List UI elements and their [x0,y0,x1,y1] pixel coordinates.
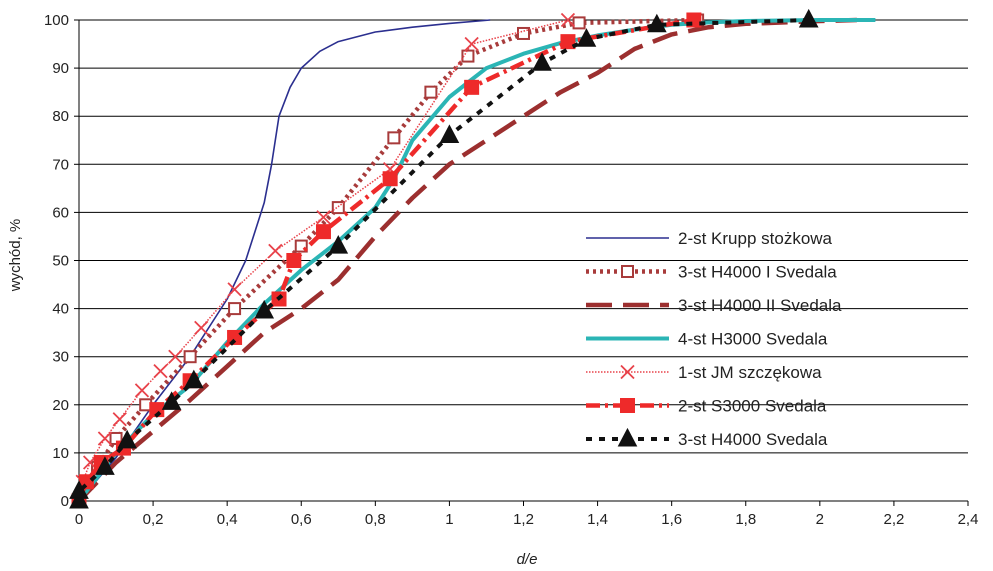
point-marker [69,480,89,499]
grid-lines [79,19,968,454]
x-tick-label: 1 [445,511,453,528]
point-marker [183,350,197,364]
point-marker [461,49,475,63]
point-marker [621,265,634,278]
x-tick-label: 0,6 [291,511,312,528]
legend-label: 1-st JM szczękowa [678,363,822,382]
x-tick-label: 1,6 [661,511,682,528]
point-marker [617,427,638,447]
x-tick-label: 0,8 [365,511,386,528]
point-marker [69,489,89,509]
point-marker [560,34,576,50]
point-marker [464,79,480,95]
y-tick-label: 20 [52,397,69,414]
y-tick-label: 80 [52,108,69,125]
point-marker [134,383,150,398]
point-marker [572,16,586,30]
legend-label: 3-st H4000 II Svedala [678,296,842,315]
x-tick-label: 2 [816,511,824,528]
point-marker [464,36,479,52]
y-tick-label: 50 [52,253,69,270]
y-tick-label: 90 [52,60,69,77]
point-marker [620,398,635,413]
point-marker [382,171,398,187]
point-marker [647,13,667,33]
y-tick-label: 60 [52,204,69,221]
y-tick-label: 30 [52,349,69,366]
series-line [78,19,569,502]
point-marker [576,28,597,47]
tick-labels: 0 10 20 30 40 50 60 70 80 90 100 0 0,2 0,4 0,6 0,8 1 1,2 1… [44,12,978,528]
x-tick-label: 0 [75,511,83,528]
legend-label: 4-st H3000 Svedala [678,330,828,349]
point-marker [95,456,115,475]
point-marker [331,201,345,215]
legend-label: 2-st S3000 Svedala [678,397,827,416]
x-tick-label: 2,2 [883,511,904,528]
point-marker [117,429,137,449]
point-marker [227,329,243,345]
point-marker [328,235,349,254]
y-axis-title: wychód, % [7,219,24,293]
point-marker [798,8,819,28]
x-tick-label: 1,2 [513,511,534,528]
point-marker [97,431,113,446]
legend-label: 2-st Krupp stożkowa [678,229,833,248]
y-tick-label: 10 [52,445,69,462]
x-tick-label: 0,4 [217,511,238,528]
point-marker [294,239,308,253]
point-marker [560,12,576,28]
point-marker [183,369,204,389]
point-marker [168,349,183,364]
point-marker [315,224,331,240]
point-marker [161,391,182,410]
point-marker [439,124,460,143]
x-tick-label: 1,8 [735,511,756,528]
x-tick-label: 2,4 [958,511,979,528]
series-group [77,17,857,503]
point-marker [424,85,438,99]
y-tick-label: 40 [52,301,69,318]
point-marker [112,412,127,427]
point-marker [227,282,242,297]
point-marker [254,299,275,319]
x-tick-label: 1,4 [587,511,608,528]
legend-label: 3-st H4000 Svedala [678,430,828,449]
legend-label: 3-st H4000 I Svedala [678,263,837,282]
point-marker [517,26,530,40]
y-tick-label: 70 [52,156,69,173]
x-tick-label: 0,2 [143,511,164,528]
point-marker [153,363,168,379]
series-lines [69,8,876,509]
point-marker [268,243,283,259]
point-marker [194,320,209,335]
point-marker [286,253,302,268]
x-axis-title: d/e [517,551,538,568]
point-marker [316,210,331,225]
point-marker [228,302,242,316]
point-marker [387,131,401,145]
series-line [77,17,857,503]
legend: 2-st Krupp stożkowa 3-st H4000 I Svedala 3… [586,229,842,449]
point-marker [532,52,552,71]
axes [74,19,969,506]
series-group [69,8,819,509]
point-marker [620,364,635,380]
y-tick-label: 100 [44,12,69,29]
y-tick-label: 0 [61,493,69,510]
